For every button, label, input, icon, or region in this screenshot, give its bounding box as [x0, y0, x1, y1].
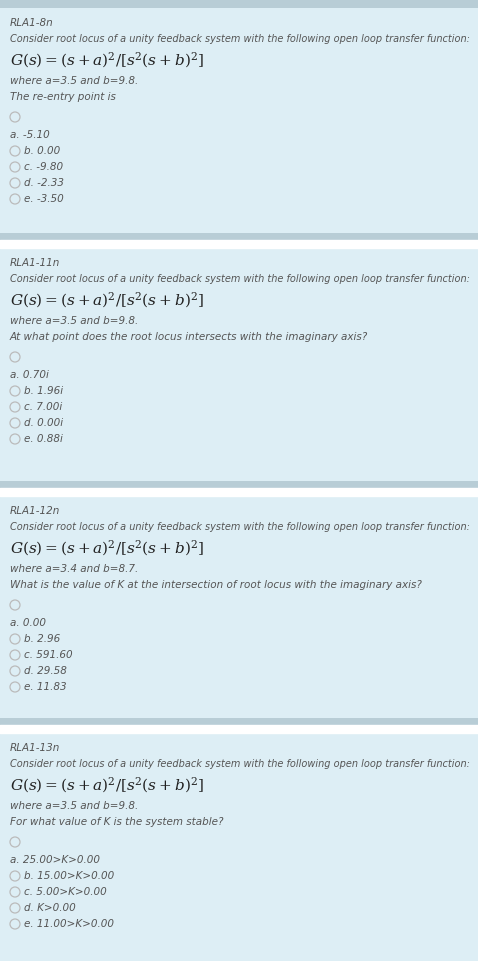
Text: b. 1.96i: b. 1.96i: [24, 386, 63, 396]
Text: b. 15.00>K>0.00: b. 15.00>K>0.00: [24, 871, 114, 881]
Text: What is the value of K at the intersection of root locus with the imaginary axis: What is the value of K at the intersecti…: [10, 580, 422, 590]
Text: $G(s) = (s+a)^{2}/[s^{2}(s+b)^{2}]$: $G(s) = (s+a)^{2}/[s^{2}(s+b)^{2}]$: [10, 50, 204, 69]
Text: c. 5.00>K>0.00: c. 5.00>K>0.00: [24, 887, 107, 897]
Text: RLA1-8n: RLA1-8n: [10, 18, 54, 28]
Text: $G(s) = (s+a)^{2}/[s^{2}(s+b)^{2}]$: $G(s) = (s+a)^{2}/[s^{2}(s+b)^{2}]$: [10, 775, 204, 795]
Text: c. 591.60: c. 591.60: [24, 650, 73, 660]
Text: a. -5.10: a. -5.10: [10, 130, 50, 140]
Text: d. -2.33: d. -2.33: [24, 178, 64, 188]
Text: $G(s) = (s+a)^{2}/[s^{2}(s+b)^{2}]$: $G(s) = (s+a)^{2}/[s^{2}(s+b)^{2}]$: [10, 290, 204, 309]
Text: Consider root locus of a unity feedback system with the following open loop tran: Consider root locus of a unity feedback …: [10, 759, 470, 769]
Text: d. K>0.00: d. K>0.00: [24, 903, 76, 913]
Text: d. 0.00i: d. 0.00i: [24, 418, 63, 428]
Bar: [0, 248, 478, 481]
Text: e. 0.88i: e. 0.88i: [24, 434, 63, 444]
Text: RLA1-12n: RLA1-12n: [10, 506, 60, 516]
Text: RLA1-13n: RLA1-13n: [10, 743, 60, 753]
Text: where a=3.5 and b=9.8.: where a=3.5 and b=9.8.: [10, 801, 138, 811]
Text: Consider root locus of a unity feedback system with the following open loop tran: Consider root locus of a unity feedback …: [10, 274, 470, 284]
Text: At what point does the root locus intersects with the imaginary axis?: At what point does the root locus inters…: [10, 332, 368, 342]
Text: b. 2.96: b. 2.96: [24, 634, 60, 644]
Bar: [0, 8, 478, 233]
Text: Consider root locus of a unity feedback system with the following open loop tran: Consider root locus of a unity feedback …: [10, 522, 470, 532]
Text: For what value of K is the system stable?: For what value of K is the system stable…: [10, 817, 224, 827]
Text: a. 25.00>K>0.00: a. 25.00>K>0.00: [10, 855, 100, 865]
Text: c. -9.80: c. -9.80: [24, 162, 63, 172]
Text: $G(s) = (s+a)^{2}/[s^{2}(s+b)^{2}]$: $G(s) = (s+a)^{2}/[s^{2}(s+b)^{2}]$: [10, 538, 204, 557]
Text: where a=3.5 and b=9.8.: where a=3.5 and b=9.8.: [10, 316, 138, 326]
Text: a. 0.00: a. 0.00: [10, 618, 46, 628]
Text: d. 29.58: d. 29.58: [24, 666, 67, 676]
Text: e. 11.00>K>0.00: e. 11.00>K>0.00: [24, 919, 114, 929]
Text: The re-entry point is: The re-entry point is: [10, 92, 116, 102]
Text: b. 0.00: b. 0.00: [24, 146, 60, 156]
Text: RLA1-11n: RLA1-11n: [10, 258, 60, 268]
Text: e. 11.83: e. 11.83: [24, 682, 66, 692]
Text: a. 0.70i: a. 0.70i: [10, 370, 49, 380]
Text: e. -3.50: e. -3.50: [24, 194, 64, 204]
Bar: [0, 733, 478, 961]
Bar: [0, 496, 478, 718]
Text: where a=3.4 and b=8.7.: where a=3.4 and b=8.7.: [10, 564, 138, 574]
Text: Consider root locus of a unity feedback system with the following open loop tran: Consider root locus of a unity feedback …: [10, 34, 470, 44]
Text: c. 7.00i: c. 7.00i: [24, 402, 62, 412]
Text: where a=3.5 and b=9.8.: where a=3.5 and b=9.8.: [10, 76, 138, 86]
